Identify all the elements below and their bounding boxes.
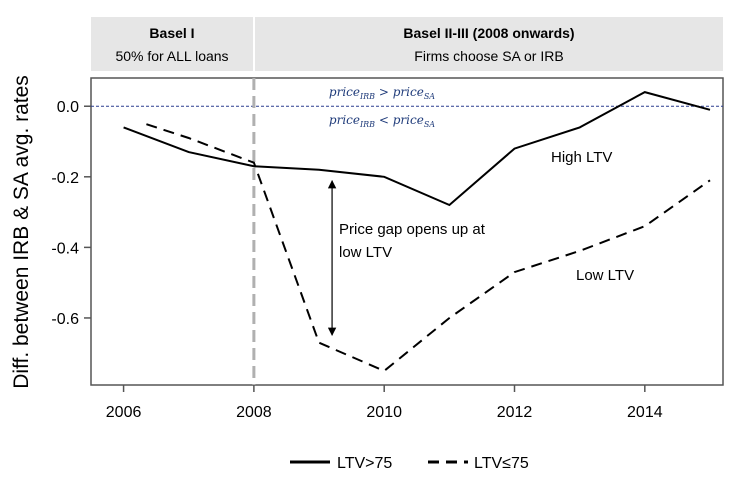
annotation-low-ltv: Low LTV [576,267,634,284]
region-basel2-title: Basel II-III (2008 onwards) [403,25,574,41]
y-tick-label: 0.0 [57,99,79,116]
region-basel2-box [255,17,723,71]
x-tick-label: 2006 [106,404,142,421]
annotation-gap-line1: Price gap opens up at [339,221,486,238]
region-basel1-subtitle: 50% for ALL loans [115,48,228,64]
annotation-price-above: priceIRB > priceSA [329,85,435,101]
x-axis-ticks: 2006 2008 2010 2012 2014 [106,385,663,421]
x-tick-label: 2012 [497,404,533,421]
x-tick-label: 2010 [366,404,402,421]
y-axis-label: Diff. between IRB & SA avg. rates [10,75,33,389]
x-tick-label: 2014 [627,404,663,421]
annotation-high-ltv: High LTV [551,149,612,166]
annotation-gap-line2: low LTV [339,244,392,261]
y-tick-label: -0.6 [51,311,79,328]
region-basel1-title: Basel I [149,25,194,41]
plot-frame [90,77,724,386]
series-line-ltv-below-75 [146,123,711,373]
legend-label-ltv-above-75: LTV>75 [337,455,392,472]
y-tick-label: -0.4 [51,240,79,257]
x-tick-label: 2008 [236,404,272,421]
region-basel2-subtitle: Firms choose SA or IRB [414,48,563,64]
series-line-ltv-above-75 [123,91,711,207]
legend-label-ltv-below-75: LTV≤75 [474,455,529,472]
legend: LTV>75 LTV≤75 [290,455,529,472]
annotation-price-below: priceIRB < priceSA [329,113,435,129]
y-tick-label: -0.2 [51,170,79,187]
y-axis-ticks: 0.0 -0.2 -0.4 -0.6 [51,99,91,328]
region-basel1-box [91,17,253,71]
